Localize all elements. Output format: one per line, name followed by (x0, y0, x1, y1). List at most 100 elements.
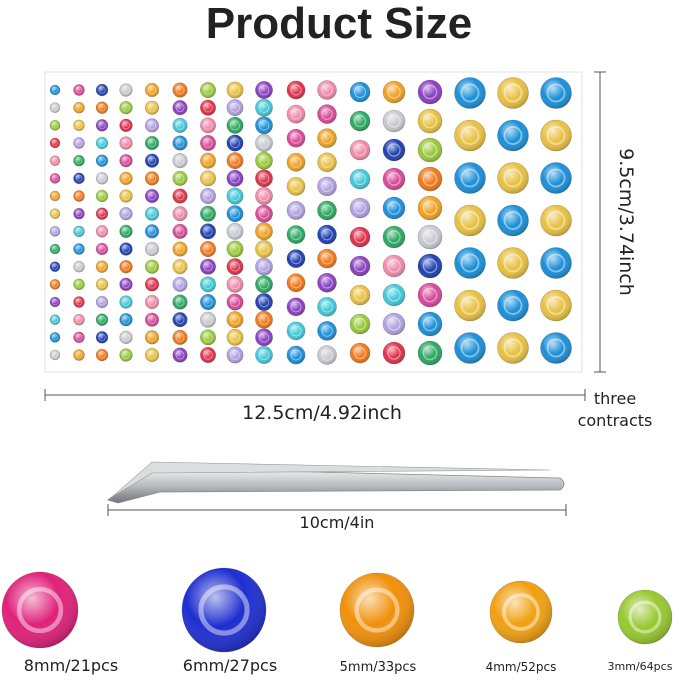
gem (96, 190, 108, 202)
gem (145, 189, 159, 203)
gem (73, 84, 85, 96)
gem (172, 171, 188, 186)
gem (145, 206, 159, 221)
gem (454, 247, 486, 279)
gem (73, 190, 85, 202)
gem (73, 261, 85, 273)
gem (50, 297, 60, 307)
gem (172, 135, 188, 151)
gem (383, 81, 405, 103)
gem (50, 244, 60, 254)
gem (350, 140, 370, 160)
gem (418, 138, 442, 162)
gem (96, 349, 108, 361)
gem (200, 329, 216, 346)
gem (200, 205, 216, 222)
gem (200, 188, 216, 204)
gem (172, 241, 188, 257)
gem (145, 348, 159, 362)
gem (286, 105, 306, 124)
gem (172, 118, 188, 133)
gem (226, 329, 244, 346)
gem (96, 278, 108, 291)
width-label: 12.5cm/4.92inch (242, 402, 402, 424)
gem (200, 135, 216, 151)
gem (497, 247, 529, 279)
gem (96, 207, 108, 220)
gem (490, 581, 552, 643)
gem (350, 111, 370, 131)
gem (540, 77, 572, 109)
gem (317, 200, 337, 220)
gem (383, 110, 405, 132)
count-label: three contracts (577, 389, 653, 430)
gem (383, 197, 405, 219)
height-label: 9.5cm/3.74inch (615, 148, 637, 296)
gem (286, 321, 306, 340)
gem (119, 242, 133, 256)
gem-samples (1, 567, 673, 653)
gem (350, 198, 370, 218)
gem-label: 3mm/64pcs (608, 660, 673, 673)
gem (226, 187, 244, 205)
gem (119, 83, 133, 97)
gem (226, 293, 244, 311)
gem (418, 196, 442, 220)
gem (119, 101, 133, 115)
count-label-box: three contracts (577, 389, 653, 430)
gem (50, 138, 60, 148)
gem (317, 80, 337, 100)
gem (286, 80, 306, 100)
gem (350, 343, 370, 363)
gem (418, 167, 442, 191)
gem (119, 313, 133, 327)
gem (255, 222, 273, 240)
gem (145, 136, 159, 150)
gem (418, 341, 442, 365)
gem (172, 224, 188, 239)
gem (255, 275, 273, 293)
gem (418, 283, 442, 307)
gem (119, 118, 133, 132)
gem (317, 128, 337, 148)
gem (172, 206, 188, 221)
gem (119, 224, 133, 238)
gem (255, 81, 273, 99)
gem (383, 168, 405, 190)
gem (50, 155, 60, 166)
gem (317, 249, 337, 269)
gem (73, 331, 85, 343)
gem (540, 162, 572, 194)
gem (73, 278, 85, 290)
gem (96, 154, 108, 167)
gem (540, 247, 572, 279)
gem (73, 102, 85, 114)
gem (226, 223, 244, 240)
gem (317, 345, 337, 365)
gem (50, 314, 60, 325)
gem (255, 134, 273, 152)
gem (497, 290, 529, 321)
gem-label: 6mm/27pcs (183, 656, 277, 675)
gem (317, 321, 337, 341)
gem (119, 154, 133, 168)
gem (255, 240, 273, 258)
gem (50, 226, 60, 237)
gem (50, 261, 60, 272)
gem (96, 101, 108, 114)
gem (50, 191, 60, 201)
gem (286, 297, 306, 316)
gem (540, 290, 572, 321)
gem (286, 153, 306, 172)
gem (119, 189, 133, 203)
gem (200, 276, 216, 293)
gem (119, 330, 133, 344)
gem (418, 80, 442, 104)
gem (182, 568, 266, 652)
gem (200, 223, 216, 240)
gem (73, 208, 85, 220)
gem (172, 82, 188, 98)
gem (96, 225, 108, 238)
gem (454, 77, 486, 109)
gem (172, 330, 188, 345)
